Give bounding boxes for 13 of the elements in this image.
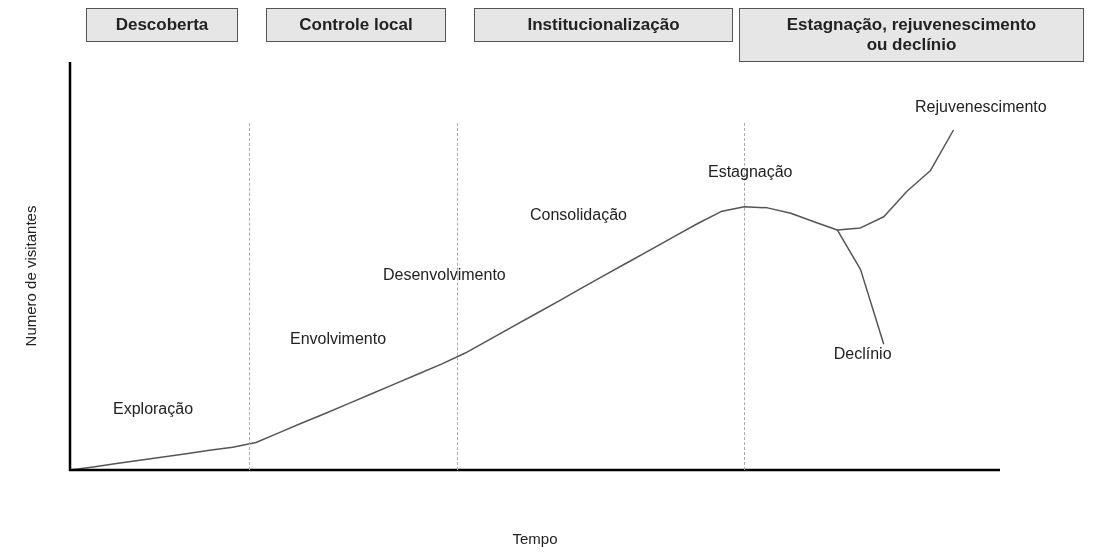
annotation: Estagnação — [708, 163, 793, 181]
text: Controle local — [299, 15, 413, 35]
series-label: Declínio — [833, 344, 892, 362]
annotation: Exploração — [113, 400, 194, 418]
x-axis-title: Tempo — [512, 530, 558, 548]
annotation: Consolidação — [530, 206, 627, 224]
text: Estagnação, rejuvenescimento ou declínio — [785, 15, 1038, 55]
y-axis-title: Numero de visitantes — [22, 205, 40, 347]
text: Institucionalização — [527, 15, 680, 35]
text: Rejuvenescimento — [915, 98, 1047, 116]
annotation: Envolvimento — [290, 330, 387, 348]
text: Descoberta — [115, 15, 209, 35]
annotation: Desenvolvimento — [383, 266, 506, 284]
